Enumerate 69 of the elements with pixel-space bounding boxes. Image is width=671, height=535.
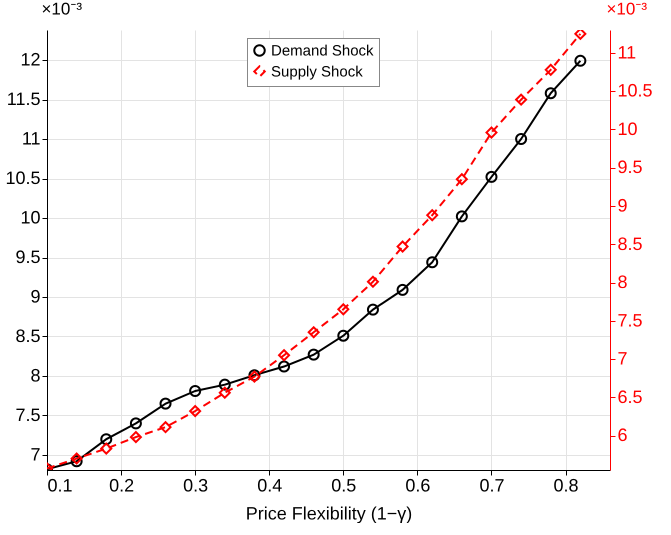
- y-tick-label: 10: [20, 208, 40, 228]
- point: [218, 378, 231, 391]
- y-tick-label: 10.5: [5, 168, 40, 188]
- point: [189, 405, 202, 418]
- y-tick-label: 9: [30, 286, 40, 306]
- point: [218, 386, 231, 399]
- legend-label: Demand Shock: [271, 42, 374, 60]
- y2-tick-label: 7.5: [618, 310, 643, 330]
- point: [515, 94, 528, 106]
- point: [130, 431, 142, 444]
- point: [130, 417, 142, 430]
- x-axis-title: Price Flexibility (1−γ): [246, 504, 412, 524]
- y-tick-label: 12: [20, 50, 40, 70]
- point: [160, 421, 172, 434]
- point: [100, 442, 112, 455]
- text: ×10⁻³: [606, 0, 648, 18]
- point: [544, 87, 557, 100]
- point: [485, 126, 498, 139]
- x-tick-label: 0.8: [554, 476, 579, 496]
- point: [426, 256, 438, 268]
- y2-tick-label: 6.5: [618, 386, 643, 407]
- point: [308, 326, 320, 338]
- y-tick-label: 8.5: [15, 326, 40, 346]
- point: [189, 385, 202, 397]
- point: [396, 284, 409, 296]
- y-tick-label: 8: [30, 365, 40, 386]
- point: [456, 210, 468, 222]
- y2-tick-label: 7: [618, 348, 628, 369]
- y2-tick-label: 9.5: [618, 157, 643, 178]
- legend-label: Supply Shock: [271, 64, 364, 80]
- y2-tick-label: 10: [618, 118, 638, 139]
- point: [544, 64, 557, 76]
- y-tick-label: 7.5: [15, 404, 40, 425]
- point: [426, 209, 438, 222]
- x-tick-label: 0.1: [48, 476, 73, 496]
- x-tick-label: 0.5: [331, 476, 356, 496]
- point: [515, 133, 528, 146]
- text: ×10⁻³: [42, 0, 82, 18]
- y-tick-label: 7: [30, 444, 40, 464]
- point: [278, 349, 290, 362]
- y-tick-label: 11: [22, 128, 40, 149]
- point: [485, 170, 498, 183]
- point: [337, 330, 350, 342]
- point: [278, 360, 290, 373]
- point: [396, 240, 409, 253]
- point: [70, 452, 83, 465]
- y2-tick-label: 8.5: [618, 234, 643, 254]
- y2-tick-label: 6: [618, 425, 628, 446]
- y2-tick-label: 11: [618, 42, 636, 62]
- point: [366, 276, 379, 288]
- point: [100, 433, 112, 446]
- y2-tick-label: 8: [618, 272, 628, 292]
- point: [574, 30, 586, 40]
- point: [456, 173, 468, 186]
- y2-tick-label: 10.5: [618, 80, 653, 101]
- x-tick-label: 0.2: [109, 476, 134, 496]
- point: [366, 304, 379, 316]
- point: [70, 455, 83, 468]
- x-tick-label: 0.4: [257, 476, 282, 496]
- point: [337, 303, 350, 316]
- y-tick-label: 9.5: [15, 247, 40, 268]
- x-tick-label: 0.6: [405, 476, 430, 496]
- point: [574, 54, 586, 67]
- x-tick-label: 0.3: [183, 476, 208, 496]
- point: [160, 398, 172, 410]
- point: [308, 348, 320, 361]
- x-tick-label: 0.7: [479, 476, 504, 496]
- y2-tick-label: 9: [618, 196, 628, 216]
- y-tick-label: 11.5: [6, 89, 40, 110]
